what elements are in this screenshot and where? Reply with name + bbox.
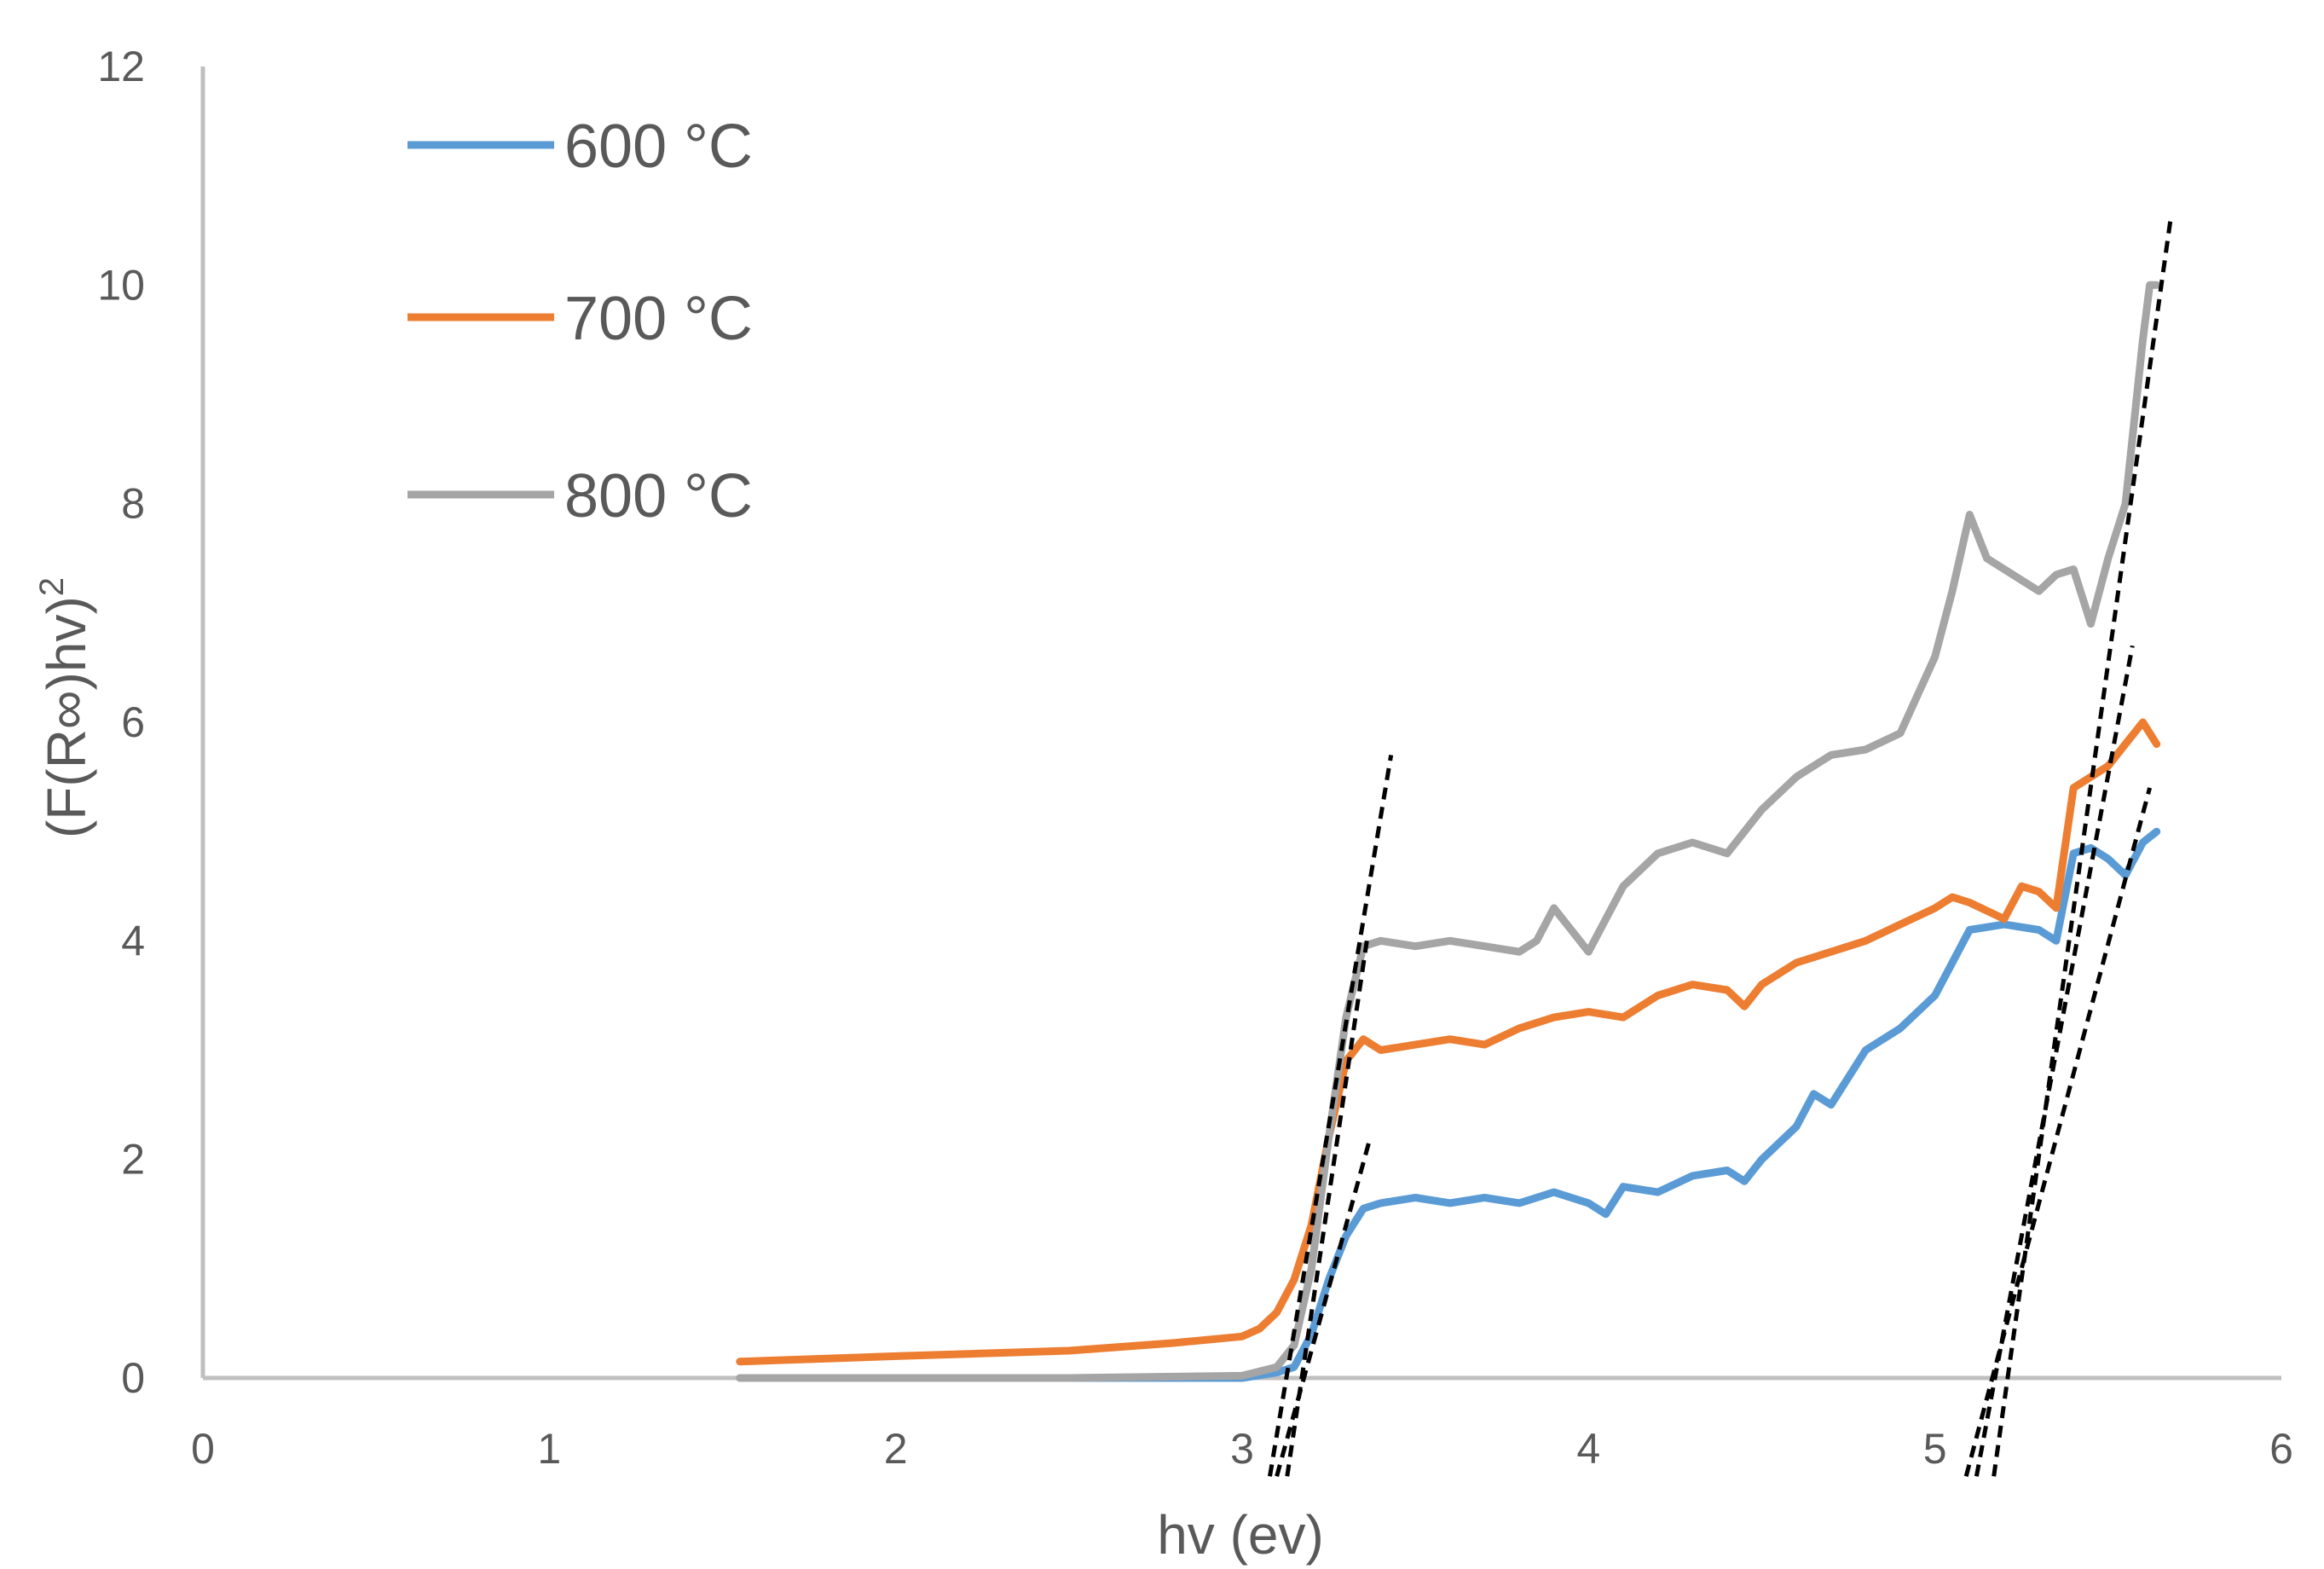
x-tick-label: 5 [1923,1425,1947,1473]
legend: 600 °C 700 °C 800 °C [408,113,753,530]
x-tick-label: 4 [1576,1425,1600,1473]
x-tick-label: 3 [1230,1425,1254,1473]
y-tick-label: 4 [121,917,145,964]
legend-label: 600 °C [564,113,753,181]
x-tick-label: 6 [2269,1425,2293,1473]
y-tick-label: 12 [97,43,145,90]
y-tick-label: 8 [121,480,145,528]
legend-entry-600[interactable]: 600 °C [408,113,753,181]
tangent-fit-line-1 [1285,940,1369,1477]
legend-entry-800[interactable]: 800 °C [408,462,753,530]
y-tick-label: 10 [97,261,145,309]
x-tick-label: 0 [191,1425,215,1473]
y-axis-title-superscript: 2 [33,577,71,596]
y-axis-title-main: (F(R∞)hv) [36,596,97,838]
y-axis-title: (F(R∞)hv)2 [33,577,97,838]
fit-lines-layer [1268,219,2173,1477]
y-tick-label: 0 [121,1354,145,1402]
tangent-fit-line-5 [1963,787,2153,1477]
y-tick-label: 6 [121,698,145,746]
x-tick-label: 1 [537,1425,561,1473]
x-tick-label: 2 [884,1425,908,1473]
x-tick-labels: 0 1 2 3 4 5 6 [191,1425,2293,1473]
tangent-fit-line-3 [1992,219,2173,1477]
series-line-0 [736,827,2161,1382]
legend-label: 800 °C [564,462,753,530]
series-line-1 [736,718,2161,1366]
y-tick-labels: 0 2 4 6 8 10 12 [97,43,145,1402]
y-tick-label: 2 [121,1136,145,1184]
tangent-fit-line-0 [1268,754,1394,1477]
x-axis-title: hv (ev) [1157,1504,1324,1566]
legend-entry-700[interactable]: 700 °C [408,285,753,353]
legend-label: 700 °C [564,285,753,353]
